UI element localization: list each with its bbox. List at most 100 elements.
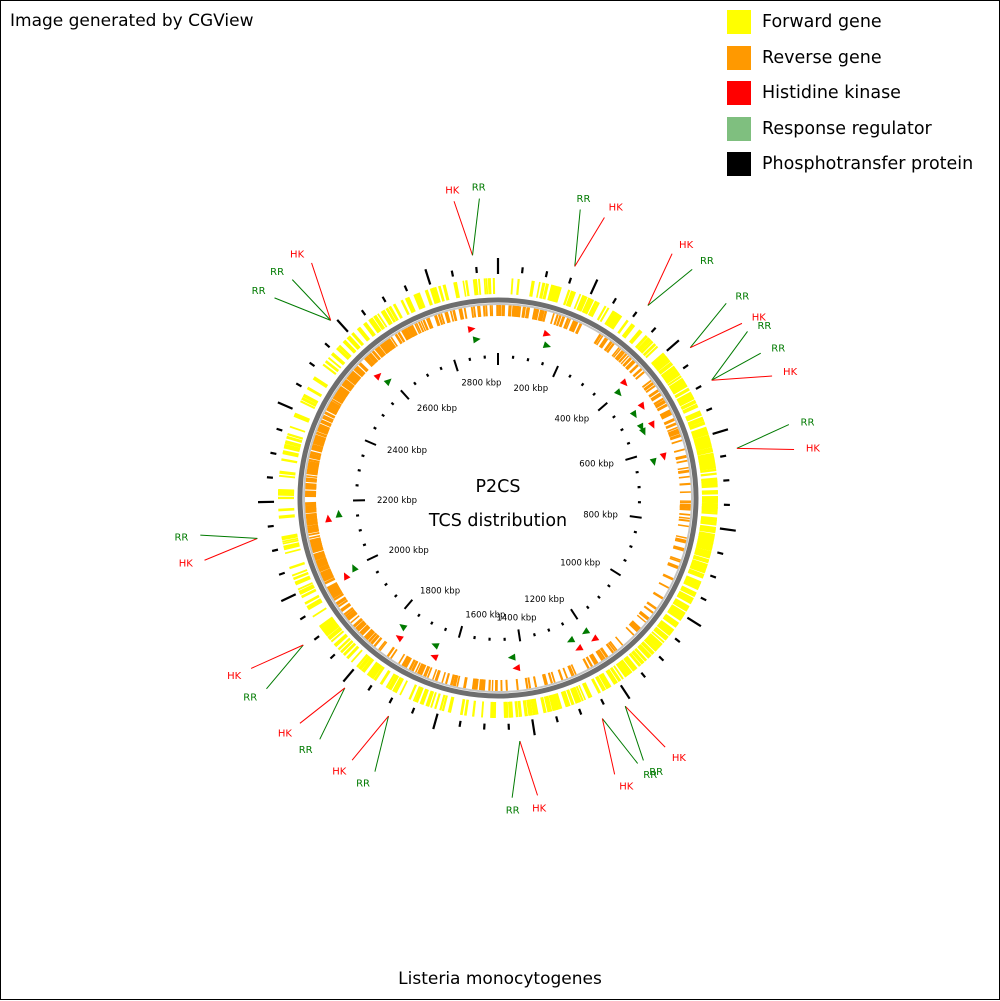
inner-minor-tick bbox=[374, 427, 377, 428]
inner-minor-tick bbox=[414, 382, 416, 384]
forward-gene bbox=[313, 608, 326, 617]
forward-gene bbox=[479, 279, 480, 295]
outer-minor-tick bbox=[267, 477, 273, 478]
forward-gene bbox=[461, 699, 464, 715]
outer-major-tick bbox=[425, 269, 430, 284]
outer-minor-tick bbox=[546, 271, 547, 277]
outer-major-tick bbox=[433, 714, 437, 729]
inner-minor-tick bbox=[362, 455, 365, 456]
rr-callout-line bbox=[292, 280, 330, 321]
histidine-kinase-marker bbox=[325, 515, 332, 523]
outer-minor-tick bbox=[717, 552, 723, 553]
forward-gene bbox=[537, 282, 540, 298]
inner-minor-tick bbox=[431, 622, 432, 625]
reverse-gene bbox=[679, 514, 690, 515]
hk-callout-label: HK bbox=[672, 753, 687, 764]
reverse-gene bbox=[306, 479, 317, 480]
hk-callout-line bbox=[312, 263, 331, 320]
outer-minor-tick bbox=[675, 638, 680, 642]
forward-gene bbox=[701, 512, 717, 513]
hk-callout-label: HK bbox=[679, 240, 694, 251]
outer-minor-tick bbox=[412, 708, 414, 714]
inner-major-tick bbox=[459, 626, 462, 638]
inner-major-tick bbox=[630, 516, 642, 518]
reverse-gene bbox=[309, 533, 320, 535]
rr-callout-label: RR bbox=[700, 256, 714, 267]
reverse-gene bbox=[653, 593, 662, 599]
rr-callout-line bbox=[266, 645, 303, 689]
inner-minor-tick bbox=[562, 623, 563, 626]
inner-major-tick bbox=[571, 609, 578, 619]
forward-gene bbox=[509, 702, 510, 718]
outer-minor-tick bbox=[452, 271, 453, 277]
response-regulator-marker bbox=[630, 410, 637, 418]
inner-major-tick bbox=[405, 600, 413, 609]
outer-minor-tick bbox=[696, 386, 701, 389]
rr-callout-line bbox=[320, 688, 345, 739]
inner-minor-tick bbox=[598, 596, 600, 598]
histidine-kinase-marker bbox=[660, 452, 667, 460]
reverse-gene bbox=[305, 484, 316, 485]
histidine-kinase-marker bbox=[512, 664, 520, 671]
forward-gene bbox=[519, 701, 521, 717]
forward-gene bbox=[702, 486, 718, 487]
forward-gene bbox=[702, 510, 718, 511]
inner-minor-tick bbox=[391, 403, 393, 405]
hk-callout-line bbox=[648, 254, 672, 306]
histidine-kinase-marker bbox=[430, 655, 438, 662]
outer-major-tick bbox=[720, 529, 736, 531]
reverse-gene bbox=[479, 306, 480, 317]
forward-gene bbox=[279, 516, 295, 517]
axis-label: 1800 kbp bbox=[420, 587, 460, 597]
forward-gene bbox=[326, 361, 339, 371]
reverse-gene bbox=[446, 673, 449, 684]
response-regulator-marker bbox=[567, 636, 575, 643]
histidine-kinase-marker bbox=[620, 378, 628, 386]
reverse-gene bbox=[679, 520, 690, 521]
inner-minor-tick bbox=[418, 614, 420, 616]
outer-minor-tick bbox=[701, 598, 706, 601]
inner-minor-tick bbox=[636, 472, 639, 473]
response-regulator-marker bbox=[582, 627, 590, 634]
hk-callout-label: HK bbox=[227, 671, 242, 682]
reverse-gene bbox=[679, 517, 690, 518]
reverse-gene bbox=[474, 307, 475, 318]
outer-minor-tick bbox=[613, 298, 616, 303]
rr-callout-line bbox=[200, 535, 257, 538]
axis-label: 2800 kbp bbox=[461, 379, 501, 389]
inner-minor-tick bbox=[395, 595, 397, 597]
hk-callout-label: HK bbox=[806, 444, 821, 455]
outer-minor-tick bbox=[579, 709, 581, 715]
outer-major-tick bbox=[667, 340, 679, 351]
reverse-gene bbox=[679, 477, 690, 478]
reverse-gene bbox=[680, 507, 691, 508]
inner-minor-tick bbox=[440, 367, 441, 370]
inner-minor-tick bbox=[627, 443, 630, 444]
reverse-gene bbox=[563, 668, 567, 678]
outer-minor-tick bbox=[300, 616, 305, 619]
outer-minor-tick bbox=[405, 286, 407, 291]
outer-minor-tick bbox=[272, 550, 278, 551]
forward-gene bbox=[524, 700, 526, 716]
forward-gene bbox=[505, 702, 506, 718]
histidine-kinase-marker bbox=[396, 635, 404, 642]
response-regulator-marker bbox=[650, 458, 657, 466]
rr-callout-line bbox=[712, 353, 761, 380]
response-regulator-marker bbox=[352, 564, 358, 572]
hk-callout-line bbox=[625, 706, 665, 747]
histidine-kinase-marker bbox=[374, 373, 382, 381]
reverse-gene bbox=[678, 471, 689, 473]
reverse-gene bbox=[472, 307, 474, 318]
inner-minor-tick bbox=[534, 633, 535, 636]
inner-minor-tick bbox=[593, 393, 595, 395]
inner-minor-tick bbox=[621, 429, 624, 430]
forward-gene bbox=[281, 459, 297, 462]
reverse-gene bbox=[465, 308, 467, 319]
outer-minor-tick bbox=[460, 721, 461, 727]
inner-major-tick bbox=[598, 403, 607, 411]
outer-minor-tick bbox=[683, 365, 688, 368]
axis-label: 400 kbp bbox=[555, 414, 590, 424]
outer-major-tick bbox=[532, 719, 534, 735]
